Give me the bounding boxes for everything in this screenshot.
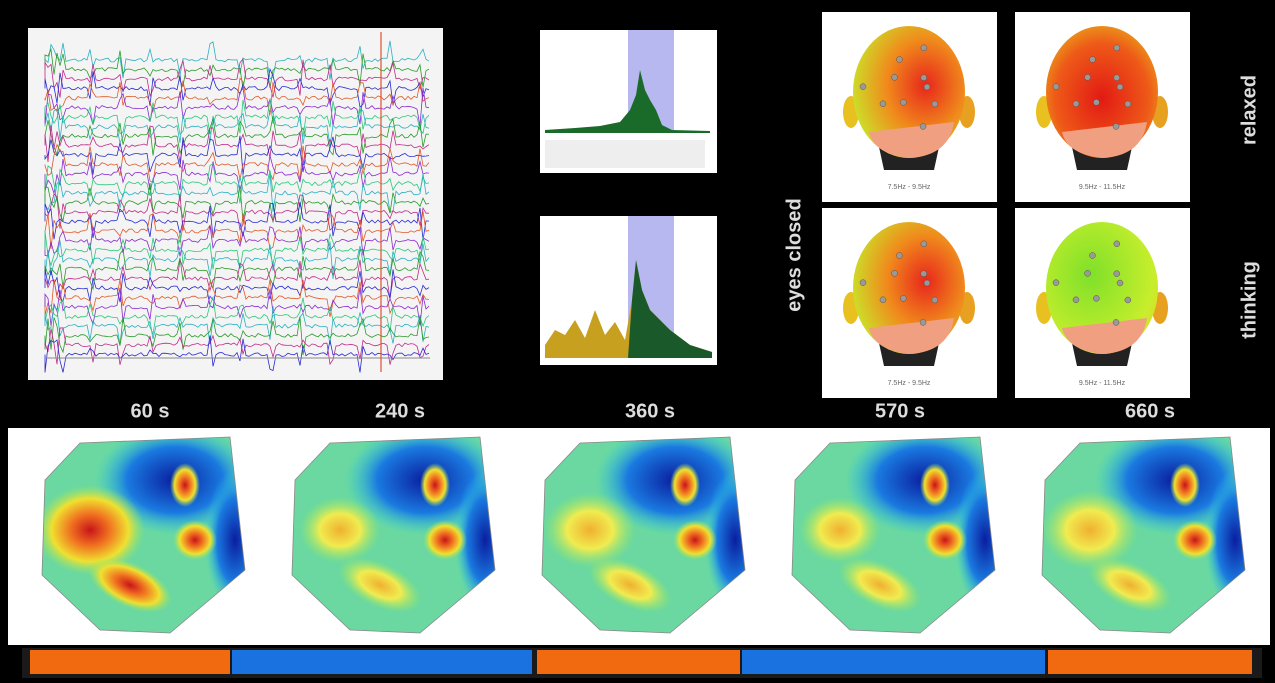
electrode <box>932 297 938 303</box>
electrode <box>880 297 886 303</box>
topo-hot <box>920 463 950 507</box>
segment <box>742 650 1045 674</box>
time-label: 240 s <box>375 400 425 422</box>
electrode <box>1117 280 1123 286</box>
time-label: 360 s <box>625 400 675 422</box>
electrode <box>1089 253 1095 259</box>
electrode <box>1114 241 1120 247</box>
topo-hot <box>173 520 217 560</box>
electrode <box>892 74 898 80</box>
electrode <box>1114 45 1120 51</box>
electrode <box>1093 295 1099 301</box>
page: {"labels": { "vertical_center": "eyes cl… <box>0 0 1275 683</box>
segment <box>1048 650 1252 674</box>
electrode <box>1117 84 1123 90</box>
figure: eyes closed relaxed thinking 7.5Hz - 9.5… <box>0 0 1275 678</box>
topo-hot <box>1170 463 1200 507</box>
electrode <box>860 280 866 286</box>
topo-hot <box>420 463 450 507</box>
topo-warm <box>544 492 636 568</box>
electrode <box>896 57 902 63</box>
heads: 7.5Hz - 9.5Hz 9.5Hz - 11.5Hz 7.5Hz - 9.5Hz… <box>822 12 1190 398</box>
head-caption: 9.5Hz - 11.5Hz <box>1079 380 1126 387</box>
electrode <box>1085 74 1091 80</box>
electrode <box>1114 75 1120 81</box>
electrode <box>1073 101 1079 107</box>
head-caption: 7.5Hz - 9.5Hz <box>888 380 931 387</box>
legend <box>545 140 705 168</box>
electrode <box>1085 270 1091 276</box>
topo-hot <box>923 520 967 560</box>
time-label: 570 s <box>875 400 925 422</box>
electrode <box>892 270 898 276</box>
electrode <box>900 99 906 105</box>
electrode <box>920 123 926 129</box>
topo-hot <box>170 463 200 507</box>
electrode <box>1125 297 1131 303</box>
head-caption: 7.5Hz - 9.5Hz <box>888 184 931 191</box>
electrode <box>1053 84 1059 90</box>
electrode <box>921 241 927 247</box>
electrode <box>900 295 906 301</box>
topo-hot <box>670 463 700 507</box>
electrode <box>921 75 927 81</box>
electrode <box>920 319 926 325</box>
electrode <box>1073 297 1079 303</box>
electrode <box>921 45 927 51</box>
topo-warm <box>799 497 880 564</box>
electrode <box>932 101 938 107</box>
segment <box>232 650 532 674</box>
electrode <box>1113 319 1119 325</box>
time-label: 660 s <box>1125 400 1175 422</box>
time-labels: 60 s 240 s 360 s 570 s 660 s <box>131 400 1176 422</box>
electrode <box>1114 271 1120 277</box>
electrode <box>1093 99 1099 105</box>
segment <box>537 650 740 674</box>
topo-hot <box>1173 520 1217 560</box>
electrode <box>921 271 927 277</box>
electrode <box>896 253 902 259</box>
electrode <box>860 84 866 90</box>
vertical-label: relaxed <box>1238 75 1260 145</box>
head-caption: 9.5Hz - 11.5Hz <box>1079 184 1126 191</box>
electrode <box>924 84 930 90</box>
vertical-label: thinking <box>1238 261 1260 339</box>
electrode <box>1053 280 1059 286</box>
electrode <box>1089 57 1095 63</box>
time-label: 60 s <box>131 400 170 422</box>
segment <box>30 650 230 674</box>
topo-hot <box>423 520 467 560</box>
vertical-label: eyes closed <box>783 198 805 311</box>
topo-warm <box>1042 490 1139 569</box>
electrode <box>924 280 930 286</box>
electrode <box>1125 101 1131 107</box>
electrode <box>880 101 886 107</box>
topo-warm <box>299 497 380 564</box>
electrode <box>1113 123 1119 129</box>
topo-hot <box>673 520 717 560</box>
